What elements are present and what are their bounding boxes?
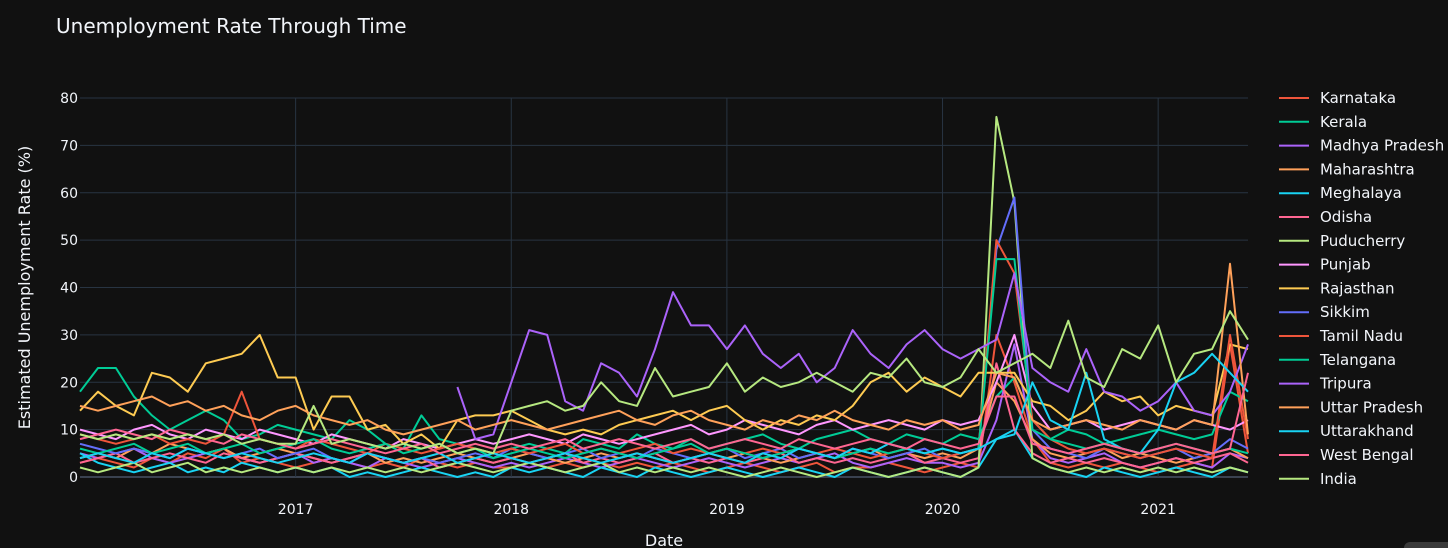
series-line-tripura — [456, 272, 1249, 441]
x-tick-label: 2017 — [278, 502, 314, 518]
legend-label: Karnataka — [1320, 89, 1396, 107]
y-axis-title: Estimated Unemployment Rate (%) — [15, 146, 34, 429]
series-line-puducherry — [79, 115, 1249, 478]
legend-label: Odisha — [1320, 208, 1372, 226]
series-line-india — [79, 310, 1249, 455]
y-tick-label: 40 — [60, 281, 78, 297]
legend-label: Tamil Nadu — [1319, 327, 1403, 345]
x-axis-title: Date — [645, 531, 683, 548]
series-lines — [79, 115, 1249, 478]
legend-item-uttar-pradesh[interactable]: Uttar Pradesh — [1279, 398, 1423, 416]
y-tick-label: 20 — [60, 375, 78, 391]
legend-label: Punjab — [1320, 256, 1371, 274]
legend-item-rajasthan[interactable]: Rajasthan — [1279, 279, 1395, 297]
legend-label: Telangana — [1319, 351, 1396, 369]
legend[interactable]: Karnataka Kerala Madhya Pradesh Maharashtra… — [1279, 89, 1444, 488]
series-line-uttar-pradesh — [79, 262, 1249, 436]
y-tick-label: 70 — [60, 138, 78, 154]
axis-ticks: 0 10 20 30 40 50 60 70 80 2017 2018 2019 2020 2021 — [60, 91, 1176, 518]
y-tick-label: 30 — [60, 328, 78, 344]
legend-label: Madhya Pradesh — [1320, 137, 1444, 155]
x-tick-label: 2019 — [709, 502, 745, 518]
legend-label: Kerala — [1320, 113, 1367, 131]
legend-item-tripura[interactable]: Tripura — [1279, 375, 1372, 393]
series-line-tamil-nadu — [79, 239, 1249, 460]
y-tick-label: 80 — [60, 91, 78, 107]
series-line-odisha — [79, 362, 1249, 469]
legend-item-madhya-pradesh[interactable]: Madhya Pradesh — [1279, 137, 1444, 155]
x-tick-label: 2018 — [493, 502, 529, 518]
legend-label: Tripura — [1319, 375, 1372, 393]
legend-item-meghalaya[interactable]: Meghalaya — [1279, 184, 1402, 202]
legend-label: Meghalaya — [1320, 184, 1402, 202]
modebar-tab — [1404, 542, 1448, 548]
series-line-uttarakhand — [79, 352, 1249, 464]
legend-item-karnataka[interactable]: Karnataka — [1279, 89, 1396, 107]
y-tick-label: 60 — [60, 186, 78, 202]
legend-label: Rajasthan — [1320, 279, 1395, 297]
series-line-rajasthan — [79, 333, 1249, 450]
legend-label: West Bengal — [1320, 446, 1414, 464]
legend-item-uttarakhand[interactable]: Uttarakhand — [1279, 422, 1414, 440]
series-line-telangana — [79, 258, 1249, 460]
legend-label: Uttar Pradesh — [1320, 398, 1423, 416]
x-tick-label: 2020 — [925, 502, 961, 518]
legend-item-odisha[interactable]: Odisha — [1279, 208, 1372, 226]
legend-item-sikkim[interactable]: Sikkim — [1279, 303, 1370, 321]
legend-item-west-bengal[interactable]: West Bengal — [1279, 446, 1414, 464]
legend-label: Maharashtra — [1320, 160, 1415, 178]
legend-item-tamil-nadu[interactable]: Tamil Nadu — [1279, 327, 1403, 345]
legend-item-maharashtra[interactable]: Maharashtra — [1279, 160, 1415, 178]
legend-label: Sikkim — [1320, 303, 1370, 321]
legend-item-punjab[interactable]: Punjab — [1279, 256, 1371, 274]
legend-label: Uttarakhand — [1320, 422, 1414, 440]
legend-item-kerala[interactable]: Kerala — [1279, 113, 1367, 131]
legend-label: India — [1320, 470, 1357, 488]
y-tick-label: 10 — [60, 423, 78, 439]
x-tick-label: 2021 — [1140, 502, 1176, 518]
legend-item-india[interactable]: India — [1279, 470, 1357, 488]
y-tick-label: 50 — [60, 233, 78, 249]
legend-item-puducherry[interactable]: Puducherry — [1279, 232, 1405, 250]
legend-label: Puducherry — [1320, 232, 1405, 250]
legend-item-telangana[interactable]: Telangana — [1279, 351, 1396, 369]
y-tick-label: 0 — [69, 470, 78, 486]
chart-title: Unemployment Rate Through Time — [56, 14, 407, 38]
